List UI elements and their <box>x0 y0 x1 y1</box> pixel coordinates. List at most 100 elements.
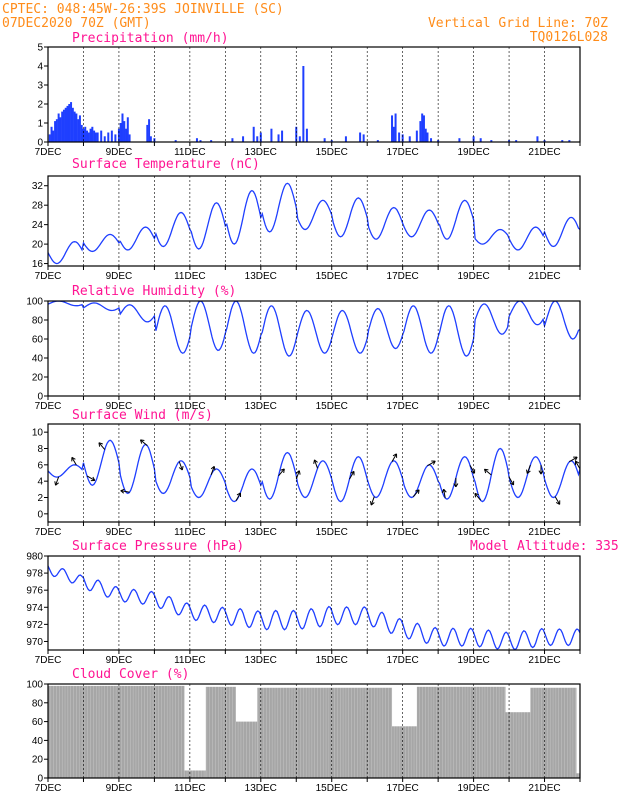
y-tick-label: 60 <box>32 717 44 728</box>
y-tick-label: 32 <box>32 181 44 192</box>
temp-line <box>48 182 580 265</box>
precip-bar <box>421 113 424 142</box>
precip-frame <box>47 46 581 143</box>
precip-bar <box>52 130 55 142</box>
pressure-line <box>48 565 580 650</box>
wind-arrow <box>313 459 319 469</box>
x-tick-label: 15DEC <box>316 655 348 666</box>
wind-arrow <box>483 468 492 476</box>
precip-bar <box>125 128 128 142</box>
y-tick-label: 0 <box>37 138 43 149</box>
precip-bar <box>87 132 90 142</box>
x-tick-label: 9DEC <box>106 655 133 666</box>
x-tick-label: 19DEC <box>457 527 489 538</box>
precip-bar <box>398 132 401 142</box>
precip-bar <box>78 115 81 142</box>
precip-bar <box>48 134 51 142</box>
y-tick-label: 28 <box>32 201 44 212</box>
y-tick-label: 978 <box>26 569 43 580</box>
pres-plot <box>48 565 580 650</box>
y-tick-label: 0 <box>37 774 43 785</box>
precip-bar <box>149 136 152 142</box>
y-tick-label: 2 <box>37 100 43 111</box>
precip-bar <box>146 124 149 142</box>
precip-plot <box>48 66 571 142</box>
precip-bar <box>344 136 347 142</box>
x-tick-label: 19DEC <box>457 655 489 666</box>
precip-bar <box>128 134 131 142</box>
y-tick-label: 40 <box>32 736 44 747</box>
precip-bar <box>437 140 440 142</box>
precip-bar <box>415 130 418 142</box>
x-tick-label: 13DEC <box>245 655 277 666</box>
cloud-frame <box>47 683 581 779</box>
x-tick-label: 13DEC <box>245 271 277 282</box>
precip-bar <box>71 107 74 142</box>
x-tick-label: 19DEC <box>457 147 489 158</box>
precip-bar <box>57 113 60 142</box>
y-tick-label: 16 <box>32 259 44 270</box>
precip-bar <box>242 136 245 142</box>
wind-arrow <box>427 460 436 467</box>
panel-temp: Surface Temperature (nC) 16 20 24 28 32 7DEC 9D… <box>32 157 581 282</box>
precip-bar <box>126 117 129 142</box>
precip-bar <box>430 138 433 142</box>
x-tick-label: 19DEC <box>457 271 489 282</box>
wind-arrow <box>412 489 420 498</box>
x-tick-label: 11DEC <box>174 271 206 282</box>
precip-bar <box>270 128 273 142</box>
x-tick-label: 9DEC <box>106 147 133 158</box>
cloud-band <box>416 686 506 778</box>
cloud-band <box>205 686 236 778</box>
precip-bar <box>86 130 89 142</box>
pres-title: Surface Pressure (hPa) <box>72 539 244 554</box>
precip-bar <box>298 136 301 142</box>
wind-plot <box>48 439 580 506</box>
rh-title: Relative Humidity (%) <box>72 284 236 299</box>
precip-bar <box>256 136 259 142</box>
precip-bar <box>50 126 53 142</box>
wind-arrow <box>139 439 148 446</box>
y-tick-label: 100 <box>26 680 43 691</box>
temp-title: Surface Temperature (nC) <box>72 157 260 172</box>
y-tick-label: 4 <box>37 477 43 488</box>
x-tick-label: 15DEC <box>316 783 348 794</box>
y-tick-label: 3 <box>37 81 43 92</box>
precip-bar <box>77 119 80 142</box>
x-tick-label: 17DEC <box>387 527 419 538</box>
run-time-label: 07DEC2020 70Z (GMT) <box>2 16 151 31</box>
x-tick-label: 17DEC <box>387 783 419 794</box>
x-tick-label: 9DEC <box>106 401 133 412</box>
precip-bar <box>305 128 308 142</box>
precip-bar <box>75 113 78 142</box>
x-tick-label: 19DEC <box>457 401 489 412</box>
wind-arrow <box>86 475 96 482</box>
precip-bar <box>199 140 202 142</box>
precip-bar <box>110 130 113 142</box>
x-tick-label: 9DEC <box>106 783 133 794</box>
wind-arrow <box>508 476 515 486</box>
cloud-title: Cloud Cover (%) <box>72 667 189 682</box>
x-tick-label: 21DEC <box>528 401 560 412</box>
product-code: TQ0126L028 <box>530 30 608 45</box>
wind-arrow <box>369 496 375 506</box>
precip-bar <box>362 134 365 142</box>
precip-bar <box>91 126 94 142</box>
wind-arrow <box>554 496 561 505</box>
panel-wind: Surface Wind (m/s) 0 2 4 6 8 10 7DEC 9DEC 11DEC 13… <box>32 408 581 538</box>
y-tick-label: 970 <box>26 637 43 648</box>
wind-arrow <box>120 488 130 494</box>
precip-bar <box>62 109 65 142</box>
panel-cloud: Cloud Cover (%) 0 20 40 60 80 100 7DEC 9DEC 11DEC… <box>26 667 581 794</box>
y-tick-label: 2 <box>37 493 43 504</box>
wind-frame <box>47 423 581 523</box>
x-tick-label: 17DEC <box>387 655 419 666</box>
precip-bar <box>302 66 305 142</box>
x-tick-label: 11DEC <box>174 527 206 538</box>
pres-frame <box>47 555 581 651</box>
precip-bar <box>458 138 461 142</box>
x-tick-label: 15DEC <box>316 271 348 282</box>
precip-bar <box>401 134 404 142</box>
precip-bar <box>508 140 511 142</box>
